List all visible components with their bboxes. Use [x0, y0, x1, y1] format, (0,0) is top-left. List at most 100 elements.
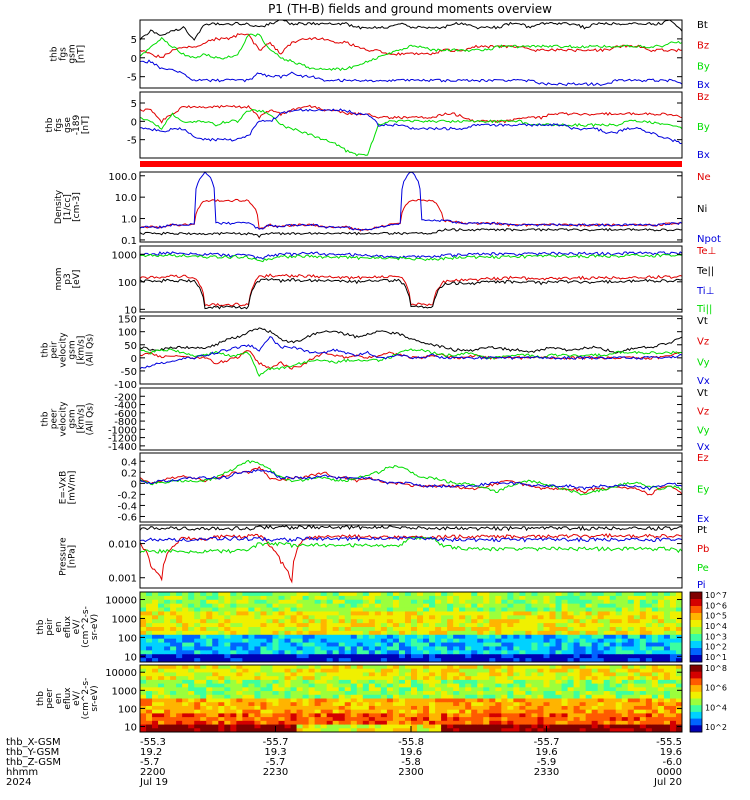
- spectrogram-cell: [663, 724, 671, 729]
- spectrogram-cell: [453, 599, 460, 605]
- spectrogram-cell: [164, 683, 171, 688]
- spectrogram-cell: [224, 619, 231, 624]
- spectrogram-cell: [651, 619, 659, 624]
- spectrogram-cell: [404, 720, 412, 726]
- spectrogram-cell: [609, 676, 617, 681]
- spectrogram-cell: [567, 646, 575, 651]
- spectrogram-cell: [567, 650, 575, 655]
- ylabel-line: [nT]: [77, 45, 87, 63]
- spectrogram-cell: [639, 634, 647, 640]
- spectrogram-cell: [266, 668, 273, 673]
- spectrogram-cell: [308, 694, 316, 699]
- spectrogram-cell: [435, 611, 442, 616]
- spectrogram-cell: [236, 599, 243, 605]
- spectrogram-cell: [495, 650, 502, 655]
- spectrogram-cell: [465, 603, 472, 609]
- spectrogram-cell: [326, 615, 334, 620]
- ytick-label: -1000: [108, 425, 137, 436]
- spectrogram-cell: [146, 650, 153, 655]
- spectrogram-cell: [501, 611, 508, 616]
- spectrogram-cell: [266, 717, 273, 722]
- spectrogram-cell: [621, 709, 629, 714]
- spectrogram-cell: [675, 676, 683, 681]
- spectrogram-cell: [398, 709, 406, 714]
- spectrogram-cell: [404, 646, 412, 651]
- spectrogram-cell: [230, 615, 237, 620]
- spectrogram-cell: [675, 687, 683, 692]
- spectrogram-cell: [164, 642, 171, 647]
- spectrogram-cell: [429, 623, 436, 628]
- spectrogram-cell: [543, 687, 551, 692]
- panel-frame: [139, 524, 683, 589]
- spectrogram-cell: [362, 728, 370, 733]
- spectrogram-cell: [591, 634, 599, 640]
- spectrogram-cell: [561, 679, 569, 685]
- spectrogram-cell: [374, 630, 382, 636]
- spectrogram-cell: [537, 638, 544, 644]
- spectrogram-cell: [639, 654, 647, 659]
- spectrogram-cell: [435, 702, 442, 707]
- spectrogram-cell: [326, 691, 334, 696]
- spectrogram-cell: [513, 665, 520, 670]
- spectrogram-cell: [531, 672, 538, 677]
- spectrogram-cell: [621, 672, 629, 677]
- time-axis-row-label: hhmm: [6, 767, 38, 778]
- spectrogram-cell: [266, 724, 273, 729]
- spectrogram-cell: [429, 615, 436, 620]
- spectrogram-cell: [230, 724, 237, 729]
- spectrogram-cell: [621, 592, 629, 597]
- spectrogram-cell: [435, 709, 442, 714]
- spectrogram-cell: [555, 694, 563, 699]
- colorbar-segment: [690, 691, 702, 696]
- spectrogram-cell: [356, 720, 364, 726]
- spectrogram-cell: [459, 650, 466, 655]
- spectrogram-cell: [404, 615, 412, 620]
- spectrogram-cell: [380, 627, 388, 632]
- spectrogram-cell: [471, 642, 478, 647]
- spectrogram-cell: [302, 702, 310, 707]
- legend-label: Pe: [697, 563, 709, 574]
- spectrogram-cell: [543, 592, 551, 597]
- spectrogram-cell: [531, 665, 538, 670]
- spectrogram-cell: [308, 611, 316, 616]
- spectrogram-cell: [260, 658, 267, 663]
- spectrogram-cell: [242, 698, 249, 703]
- spectrogram-cell: [435, 665, 442, 670]
- spectrogram-cell: [657, 654, 665, 659]
- ytick-label: -0.6: [117, 512, 137, 523]
- spectrogram-cell: [411, 728, 418, 733]
- spectrogram-cell: [417, 724, 424, 729]
- spectrogram-cell: [525, 607, 532, 612]
- spectrogram-cell: [621, 698, 629, 703]
- spectrogram-cell: [404, 592, 412, 597]
- spectrogram-cell: [230, 599, 237, 605]
- spectrogram-cell: [663, 654, 671, 659]
- spectrogram-cell: [350, 619, 358, 624]
- spectrogram-cell: [591, 630, 599, 636]
- spectrogram-cell: [585, 599, 593, 605]
- spectrogram-cell: [224, 668, 231, 673]
- spectrogram-cell: [152, 646, 159, 651]
- spectrogram-cell: [597, 615, 605, 620]
- spectrogram-cell: [525, 654, 532, 659]
- spectrogram-cell: [675, 638, 683, 644]
- spectrogram-cell: [152, 698, 159, 703]
- ylabel: thb fgs gse -189 [nT]: [45, 115, 91, 136]
- spectrogram-cell: [429, 705, 436, 711]
- spectrogram-cell: [224, 717, 231, 722]
- spectrogram-cell: [435, 623, 442, 628]
- spectrogram-cell: [555, 676, 563, 681]
- spectrogram-cell: [591, 724, 599, 729]
- spectrogram-cell: [627, 642, 635, 647]
- spectrogram-cell: [471, 683, 478, 688]
- spectrogram-cell: [501, 672, 508, 677]
- spectrogram-cell: [639, 607, 647, 612]
- spectrogram-cell: [260, 676, 267, 681]
- spectrogram-cell: [669, 698, 677, 703]
- spectrogram-cell: [278, 634, 286, 640]
- spectrogram-cell: [362, 646, 370, 651]
- spectrogram-cell: [158, 717, 165, 722]
- spectrogram-cell: [657, 679, 665, 685]
- spectrogram-cell: [621, 717, 629, 722]
- spectrogram-cell: [495, 709, 502, 714]
